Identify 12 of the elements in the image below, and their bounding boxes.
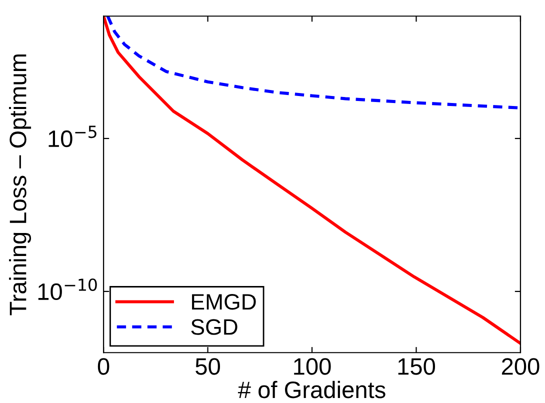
- x-axis-title: # of Gradients: [238, 380, 386, 398]
- x-tick-label: 200: [502, 358, 540, 375]
- y-tick-label: 10$^{−10}$: [38, 278, 97, 300]
- legend-label: SGD: [191, 319, 238, 335]
- y-tick-label: 10$^{−5}$: [48, 126, 96, 148]
- x-tick-label: 0: [98, 358, 110, 375]
- x-tick-label: 150: [398, 358, 436, 375]
- legend-label: EMGD: [192, 294, 256, 310]
- x-tick-label: 100: [294, 358, 331, 375]
- line-series: [106, 16, 520, 110]
- x-tick-label: 50: [196, 358, 220, 375]
- y-axis-title: Training Loss – Optimum: [9, 54, 32, 316]
